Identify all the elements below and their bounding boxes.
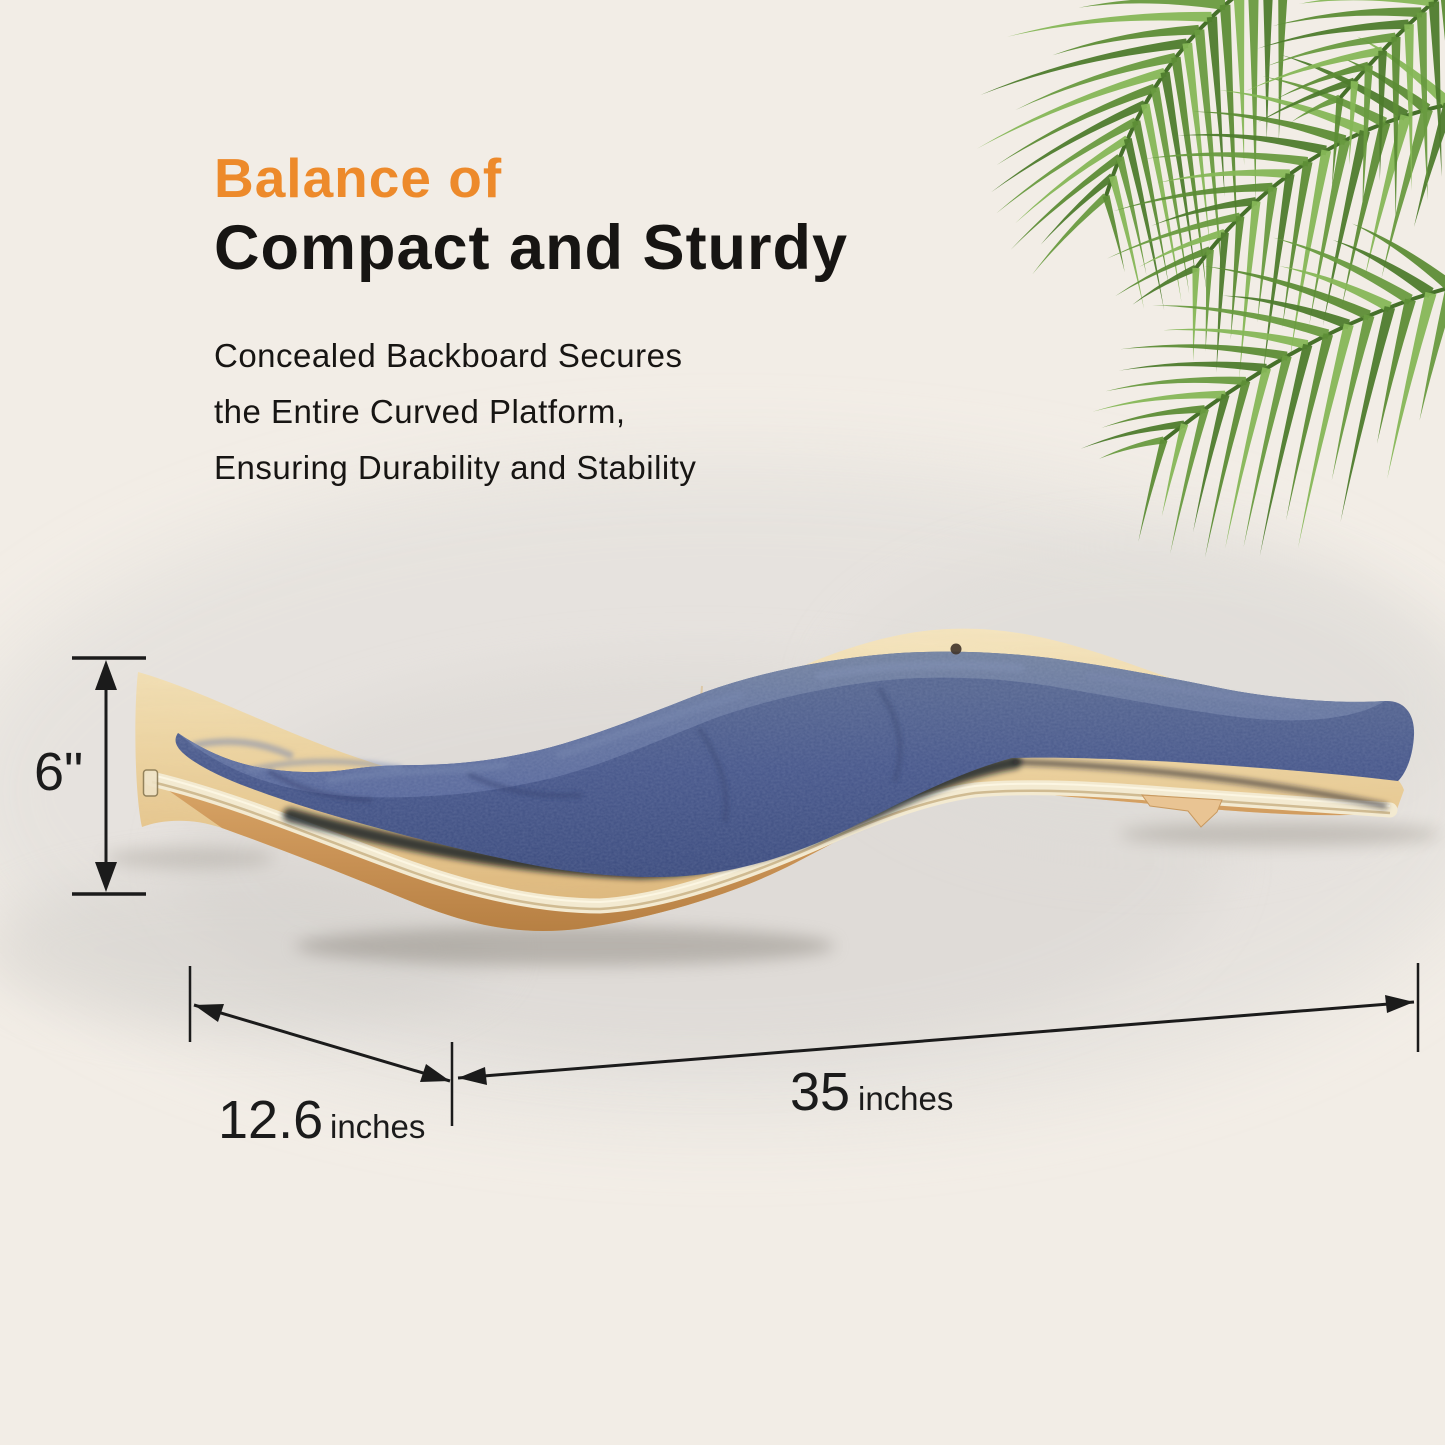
headline-main: Compact and Sturdy: [214, 213, 849, 283]
height-dimension-label: 6": [34, 742, 83, 802]
rail-notch: [142, 769, 159, 797]
headline-accent: Balance of: [214, 147, 503, 209]
mount-bracket: [1140, 794, 1223, 828]
length-dimension-arrow: [457, 963, 1420, 1085]
palm-leaves-decoration: [976, 0, 1445, 558]
length-dimension-unit: inches: [858, 1080, 953, 1117]
depth-dimension-arrow: [188, 966, 454, 1126]
height-dimension-arrow: [72, 656, 146, 896]
screw-hole: [950, 643, 962, 655]
cushion-fabric-texture: [175, 651, 1415, 878]
product-photo: [135, 628, 1415, 931]
description-line-1: Concealed Backboard Secures: [214, 337, 683, 374]
dimension-annotations: [72, 656, 1420, 1126]
length-dimension-value: 35: [790, 1062, 850, 1122]
depth-dimension-value: 12.6: [218, 1090, 323, 1150]
description-line-3: Ensuring Durability and Stability: [214, 449, 697, 486]
product-shadow: [105, 822, 1440, 966]
headline: Balance of Compact and Sturdy: [214, 146, 848, 284]
depth-dimension-unit: inches: [330, 1108, 425, 1145]
description-line-2: the Entire Curved Platform,: [214, 393, 626, 430]
description: Concealed Backboard Secures the Entire C…: [214, 328, 696, 496]
cushion-wrinkles: [191, 660, 1304, 823]
